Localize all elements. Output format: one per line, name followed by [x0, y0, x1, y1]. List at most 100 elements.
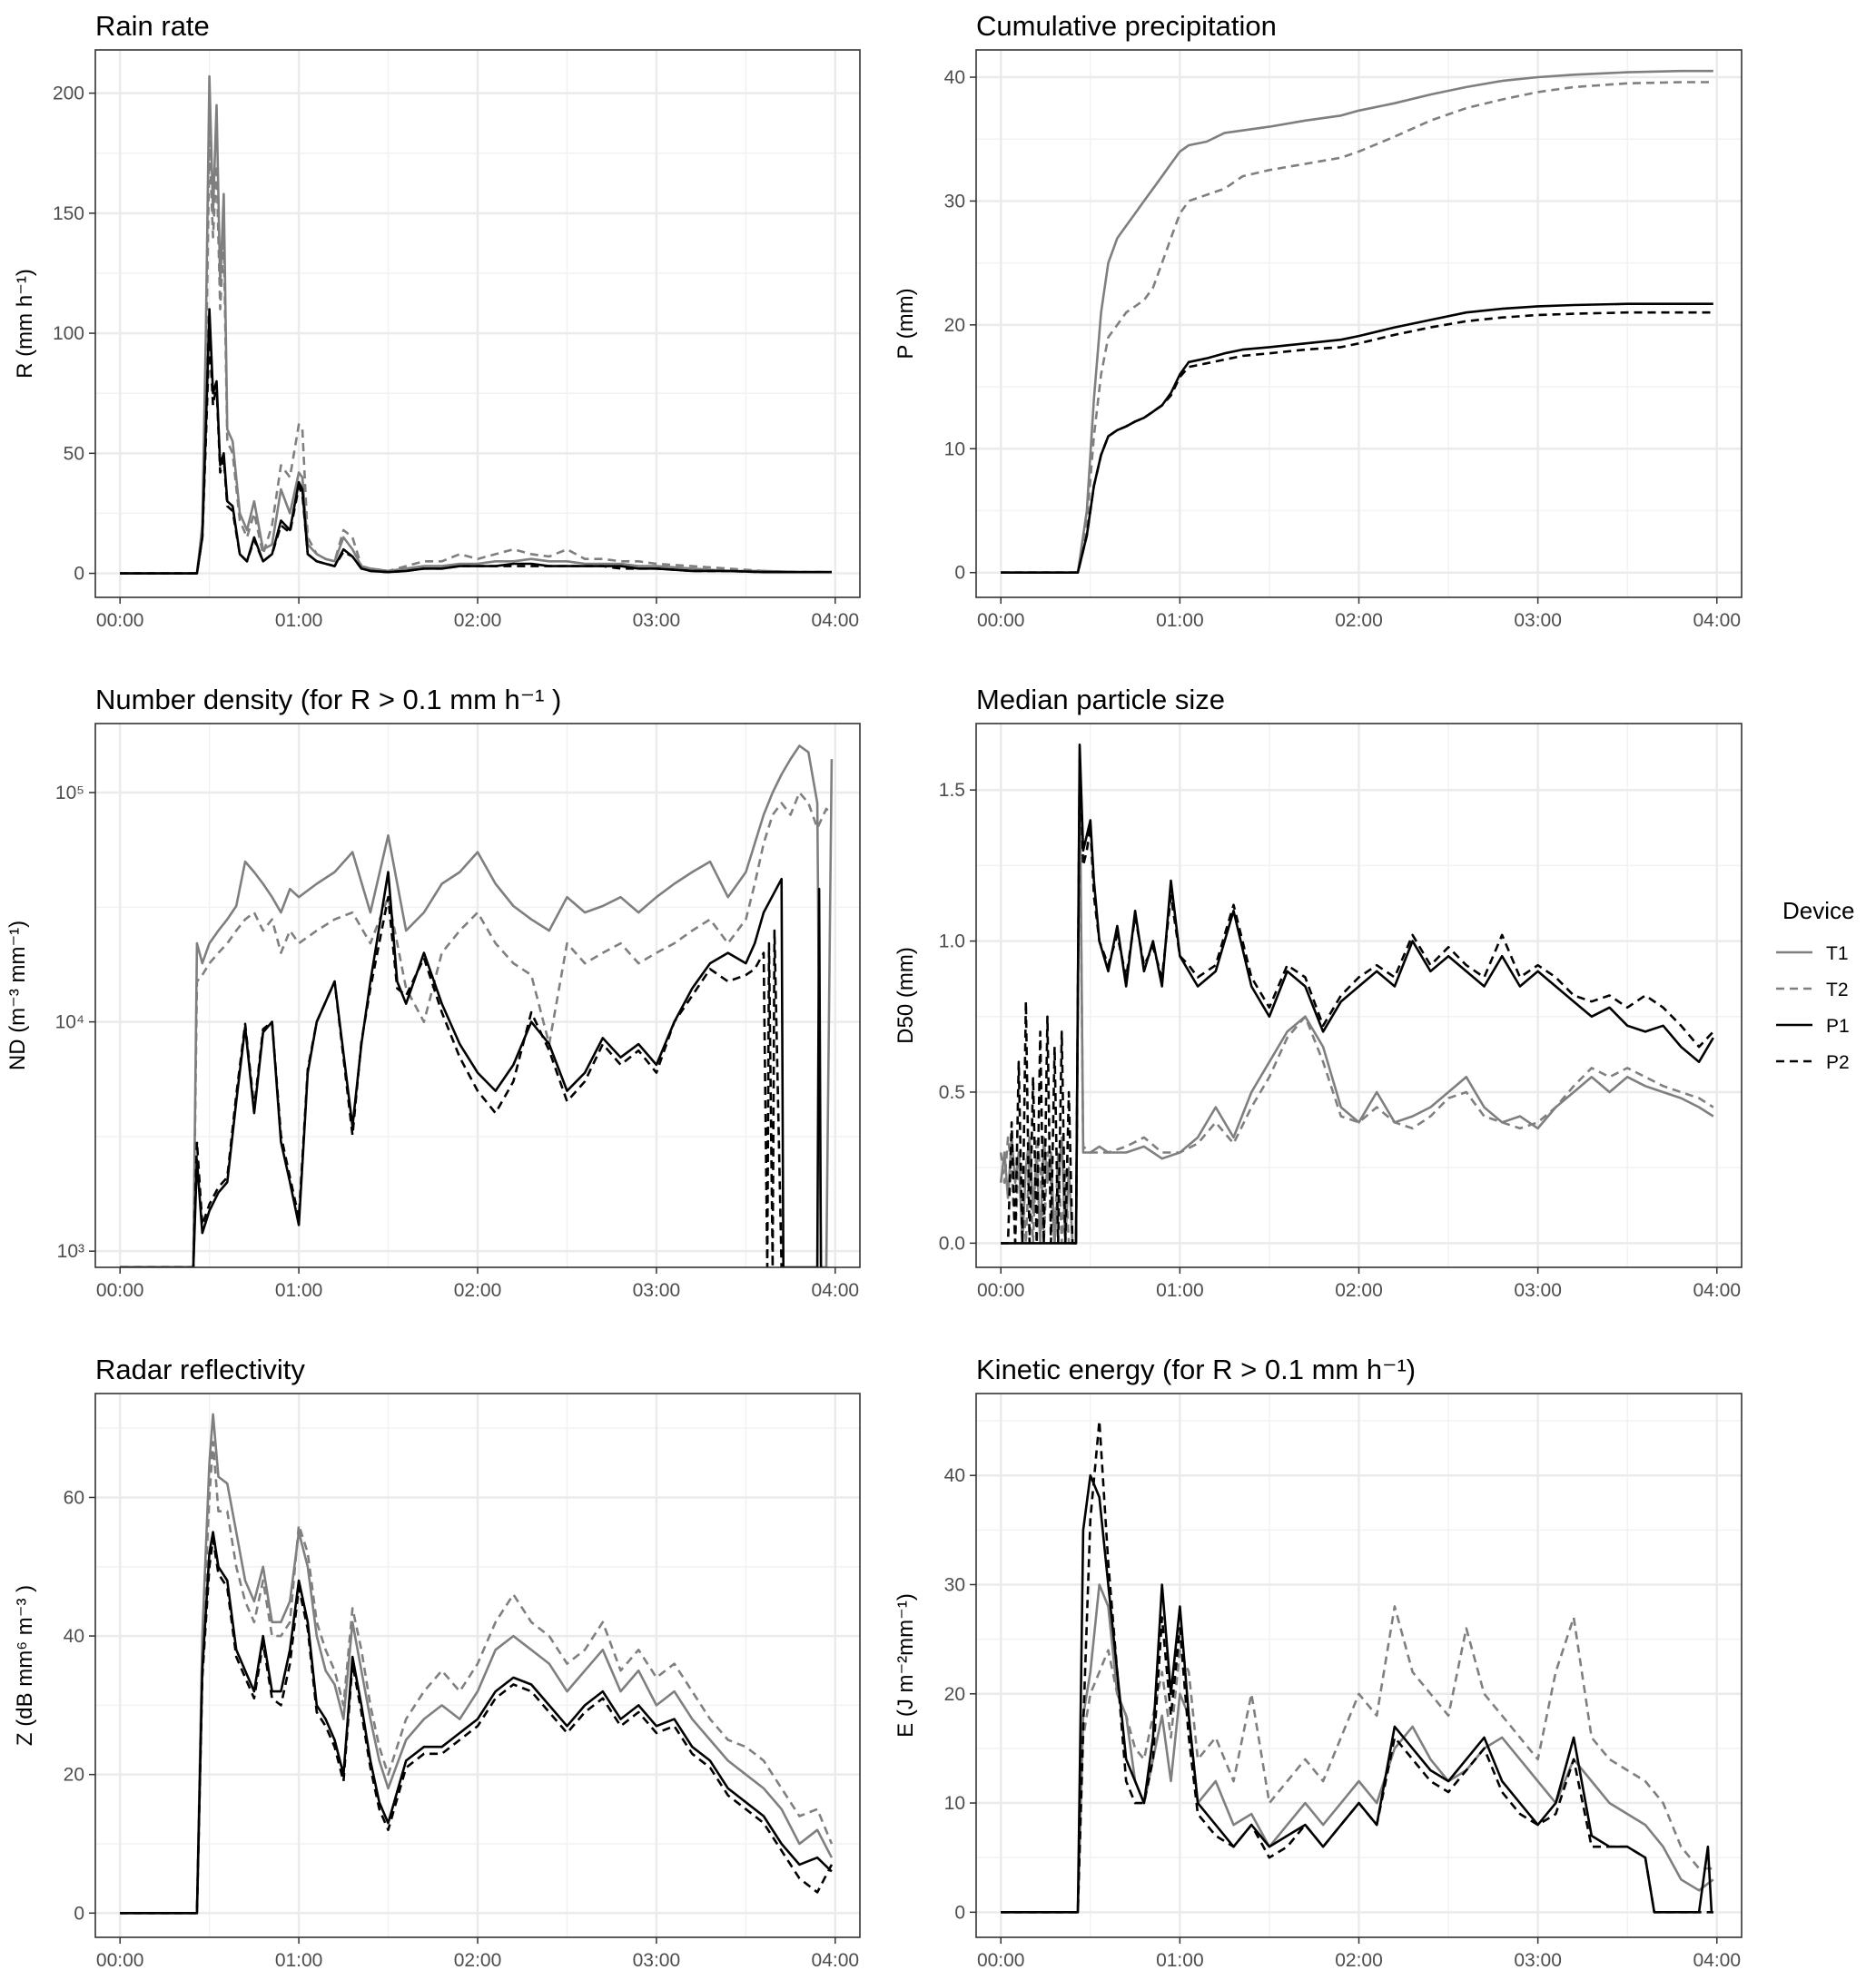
series-group [120, 74, 832, 575]
y-axis-label: Z (dB mm⁶ m⁻³ ) [13, 1585, 37, 1746]
y-axis-label: P (mm) [894, 288, 918, 359]
x-tick-label: 04:00 [1693, 1950, 1741, 1971]
x-tick-label: 02:00 [454, 1950, 502, 1971]
y-tick-label: 30 [944, 1574, 965, 1595]
y-tick-label: 0 [74, 564, 84, 585]
series-line-p1 [1001, 302, 1713, 574]
panel-title: Rain rate [95, 10, 210, 42]
y-tick-label: 10 [944, 438, 965, 459]
x-tick-label: 01:00 [275, 1280, 323, 1301]
y-tick-label: 40 [64, 1626, 84, 1647]
x-tick-label: 04:00 [1693, 1280, 1741, 1301]
series-group [1001, 1419, 1714, 1914]
x-tick-label: 04:00 [812, 1950, 860, 1971]
y-tick-label: 60 [64, 1487, 84, 1508]
plot-border [94, 49, 861, 598]
y-tick-label: 40 [944, 67, 965, 88]
y-axis-label: R (mm h⁻¹) [13, 269, 37, 379]
y-tick-label: 1.5 [939, 780, 965, 801]
series-line-t2 [120, 1441, 834, 1915]
x-tick-label: 02:00 [454, 1280, 502, 1301]
y-tick-label: 150 [53, 203, 84, 224]
y-tick-label: 10⁴ [55, 1012, 84, 1033]
series-line-p2 [120, 331, 832, 575]
x-tick-label: 01:00 [1156, 1950, 1204, 1971]
x-tick-label: 00:00 [96, 1280, 144, 1301]
series-line-t2 [120, 791, 833, 1267]
y-tick-label: 0 [954, 563, 965, 584]
y-tick-label: 200 [53, 84, 84, 104]
y-tick-label: 10⁵ [55, 783, 84, 803]
y-tick-label: 0.5 [939, 1082, 965, 1103]
panel-title: Radar reflectivity [95, 1354, 305, 1385]
chart-panel-cumulative_precipitation: 00:00 01:00 02:00 03:00 04:00 0 10 20 30 40 Cumula… [894, 10, 1743, 631]
series-line-t1 [120, 1413, 834, 1915]
y-tick-label: 100 [53, 323, 84, 344]
chart-panel-median_particle_size: 00:00 01:00 02:00 03:00 04:00 0.0 0.5 1.0 1.5 Med… [894, 684, 1743, 1301]
x-tick-label: 02:00 [454, 610, 502, 631]
y-tick-label: 20 [64, 1765, 84, 1786]
y-tick-label: 0 [954, 1902, 965, 1923]
chart-panel-number_density: 00:00 01:00 02:00 03:00 04:00 10³ 10⁴ 10⁵ Number… [5, 684, 861, 1301]
y-tick-label: 1.0 [939, 931, 965, 952]
x-tick-label: 01:00 [275, 610, 323, 631]
chart-panel-rain_rate: 00:00 01:00 02:00 03:00 04:00 0 50 100 150 200 Rai… [13, 10, 861, 631]
series-line-p2 [1001, 310, 1713, 574]
plot-border [975, 49, 1743, 598]
x-tick-label: 01:00 [275, 1950, 323, 1971]
x-tick-label: 00:00 [96, 610, 144, 631]
series-line-p2 [120, 1537, 834, 1915]
series-line-p2 [1001, 758, 1714, 1245]
plot-border [94, 1393, 861, 1938]
x-tick-label: 01:00 [1156, 610, 1204, 631]
chart-panel-radar_reflectivity: 00:00 01:00 02:00 03:00 04:00 0 20 40 60 Radar re… [13, 1354, 861, 1971]
legend-title: Device [1782, 897, 1854, 924]
panel-title: Cumulative precipitation [976, 10, 1277, 42]
y-tick-label: 0 [74, 1903, 84, 1924]
panel-title: Kinetic energy (for R > 0.1 mm h⁻¹) [976, 1354, 1416, 1385]
x-tick-label: 00:00 [977, 610, 1025, 631]
x-tick-label: 02:00 [1335, 610, 1383, 631]
x-tick-label: 03:00 [633, 1280, 681, 1301]
chart-panel-kinetic_energy: 00:00 01:00 02:00 03:00 04:00 0 10 20 30 40 Kineti… [894, 1354, 1743, 1971]
legend: Device T1 T2 P1 P2 [1776, 897, 1854, 1073]
x-tick-label: 03:00 [1514, 1280, 1562, 1301]
series-line-p1 [120, 1531, 833, 1915]
y-tick-label: 40 [944, 1465, 965, 1486]
series-line-t2 [999, 788, 1714, 1245]
x-tick-label: 03:00 [633, 610, 681, 631]
y-tick-label: 20 [944, 315, 965, 336]
y-axis-label: E (J m⁻²mm⁻¹) [894, 1593, 918, 1738]
y-tick-label: 20 [944, 1684, 965, 1705]
x-tick-label: 00:00 [977, 1950, 1025, 1971]
x-tick-label: 04:00 [1693, 610, 1741, 631]
plot-border [975, 1393, 1743, 1938]
x-tick-label: 03:00 [1514, 610, 1562, 631]
series-line-t1 [120, 74, 832, 575]
y-tick-label: 10 [944, 1793, 965, 1814]
x-tick-label: 02:00 [1335, 1950, 1383, 1971]
x-tick-label: 04:00 [812, 610, 860, 631]
series-line-t2 [120, 140, 832, 575]
panel-title: Median particle size [976, 684, 1225, 715]
series-line-p2 [1001, 1419, 1713, 1914]
legend-label: P2 [1826, 1052, 1850, 1073]
series-group [120, 1413, 834, 1915]
y-axis-label: ND (m⁻³ mm⁻¹) [5, 921, 30, 1070]
legend-label: T1 [1826, 943, 1849, 964]
series-line-t1 [1001, 69, 1713, 574]
x-tick-label: 02:00 [1335, 1280, 1383, 1301]
panel-title: Number density (for R > 0.1 mm h⁻¹ ) [95, 684, 561, 715]
series-group [1001, 69, 1713, 574]
x-tick-label: 00:00 [977, 1280, 1025, 1301]
plot-border [975, 723, 1743, 1268]
legend-label: T2 [1826, 980, 1849, 1000]
series-line-t1 [120, 744, 834, 1267]
series-group [120, 744, 834, 1267]
legend-label: P1 [1826, 1016, 1850, 1037]
y-tick-label: 10³ [57, 1241, 84, 1262]
x-tick-label: 00:00 [96, 1950, 144, 1971]
y-axis-label: D50 (mm) [894, 947, 918, 1044]
series-group [999, 744, 1714, 1245]
